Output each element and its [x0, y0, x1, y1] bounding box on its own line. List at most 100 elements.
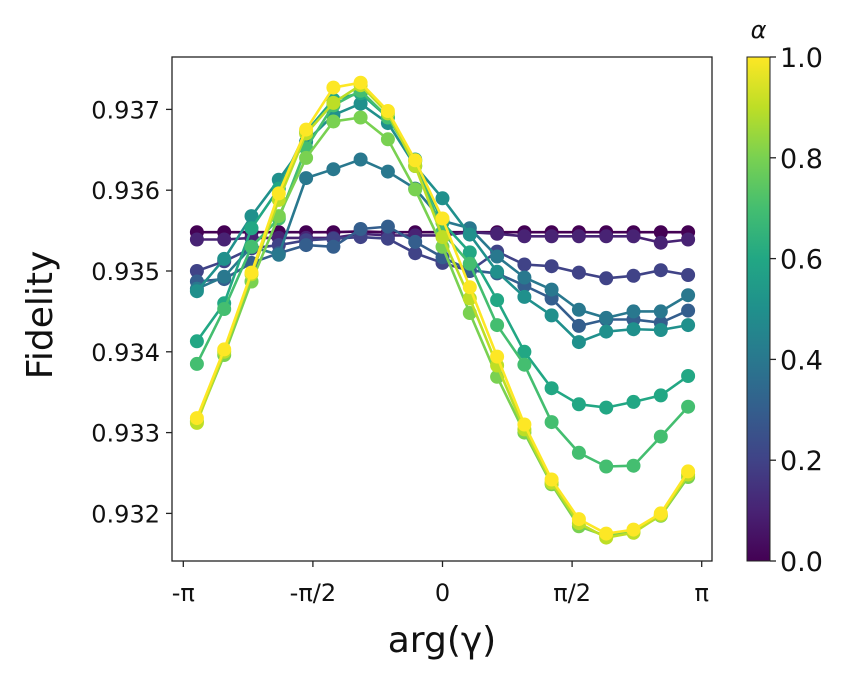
data-point: [435, 230, 450, 245]
data-point: [408, 182, 423, 197]
data-point: [517, 289, 532, 304]
data-point: [653, 263, 668, 278]
data-point: [681, 288, 696, 303]
data-point: [189, 334, 204, 349]
data-point: [380, 132, 395, 147]
data-point: [462, 280, 477, 295]
y-tick-label: 0.936: [91, 177, 160, 205]
data-point: [299, 171, 314, 186]
data-point: [353, 110, 368, 125]
data-point: [544, 282, 559, 297]
data-point: [571, 265, 586, 280]
data-point: [380, 164, 395, 179]
data-point: [599, 400, 614, 415]
data-point: [681, 232, 696, 247]
colorbar-title: α: [751, 16, 767, 44]
data-point: [462, 256, 477, 271]
data-point: [681, 369, 696, 383]
data-point: [681, 464, 696, 479]
data-point: [244, 221, 259, 236]
colorbar-tick-label: 1.0: [780, 43, 823, 74]
colorbar-tick-label: 0.0: [780, 547, 823, 578]
data-point: [408, 153, 423, 168]
data-point: [571, 512, 586, 527]
x-tick-label: -π/2: [290, 579, 336, 607]
data-point: [435, 211, 450, 226]
data-point: [408, 246, 423, 261]
y-tick-label: 0.935: [91, 258, 160, 286]
plot-area: [189, 75, 696, 545]
series-10: [189, 75, 696, 541]
data-point: [626, 394, 641, 409]
data-point: [544, 381, 559, 396]
data-point: [517, 357, 532, 372]
y-axis-label: Fidelity: [20, 251, 61, 380]
data-point: [326, 80, 341, 95]
data-point: [271, 186, 286, 201]
data-point: [544, 472, 559, 487]
data-point: [571, 445, 586, 460]
data-point: [490, 318, 505, 333]
data-point: [653, 235, 668, 250]
y-tick-label: 0.937: [91, 96, 160, 124]
data-point: [653, 388, 668, 403]
data-point: [435, 191, 450, 206]
data-point: [326, 114, 341, 129]
data-point: [244, 265, 259, 280]
data-point: [380, 104, 395, 118]
data-point: [544, 308, 559, 323]
data-point: [380, 231, 395, 246]
data-point: [380, 219, 395, 234]
data-point: [189, 356, 204, 371]
data-point: [626, 229, 641, 244]
data-point: [653, 506, 668, 521]
data-point: [571, 397, 586, 412]
data-point: [299, 150, 314, 165]
data-point: [517, 257, 532, 272]
data-point: [599, 310, 614, 325]
data-point: [544, 259, 559, 274]
data-point: [217, 342, 232, 357]
data-point: [490, 293, 505, 308]
data-point: [490, 264, 505, 279]
data-point: [599, 526, 614, 541]
x-tick-label: -π: [172, 579, 195, 607]
data-point: [217, 269, 232, 284]
data-point: [626, 322, 641, 337]
data-point: [244, 209, 259, 224]
colorbar: [746, 56, 771, 562]
data-point: [653, 429, 668, 444]
data-point: [217, 302, 232, 316]
data-point: [626, 304, 641, 319]
data-point: [189, 411, 204, 426]
colorbar-ticks: 0.0 0.2 0.4 0.6 0.8 1.0: [770, 43, 823, 578]
series-line: [195, 83, 690, 539]
data-point: [353, 75, 368, 90]
data-point: [599, 324, 614, 339]
data-point: [517, 417, 532, 432]
data-point: [271, 247, 286, 262]
data-point: [544, 415, 559, 430]
data-point: [571, 335, 586, 350]
colorbar-tick-label: 0.8: [780, 144, 823, 175]
data-point: [626, 268, 641, 283]
y-axis: 0.932 0.933 0.934 0.935 0.936 0.937: [91, 96, 172, 528]
data-point: [353, 96, 368, 111]
data-point: [626, 522, 641, 537]
y-tick-label: 0.933: [91, 420, 160, 448]
data-point: [326, 162, 341, 177]
data-point: [571, 302, 586, 317]
series-line: [195, 116, 690, 538]
data-point: [353, 222, 368, 236]
data-point: [408, 234, 423, 249]
data-point: [326, 95, 341, 110]
y-tick-label: 0.932: [91, 500, 160, 528]
x-axis: -π -π/2 0 π/2 π: [172, 561, 709, 607]
data-point: [217, 251, 232, 266]
data-point: [517, 344, 532, 359]
data-point: [189, 264, 204, 278]
series-8: [189, 110, 696, 543]
data-point: [490, 349, 505, 364]
data-point: [571, 318, 586, 333]
data-point: [462, 245, 477, 260]
